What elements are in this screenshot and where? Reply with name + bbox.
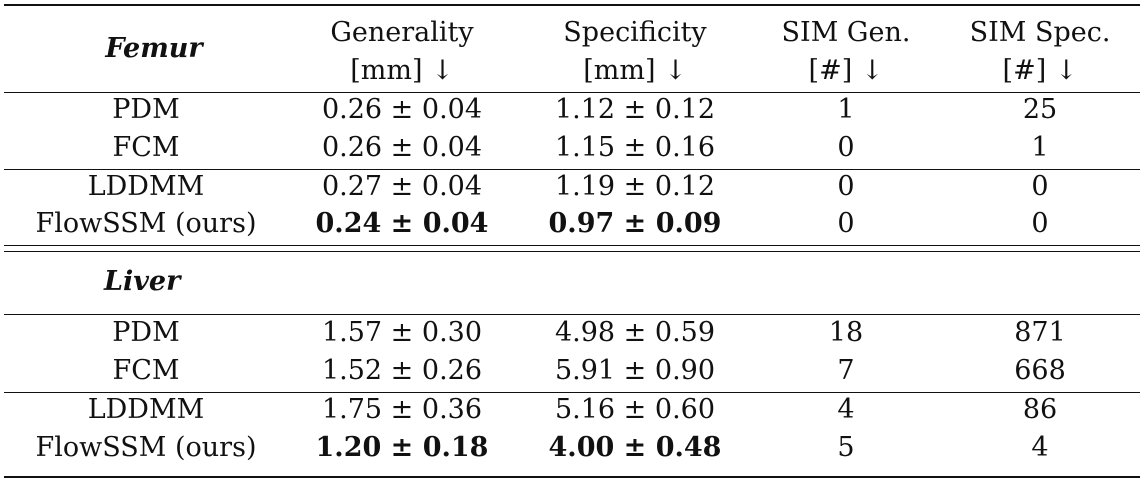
specificity-value: 1.19 ± 0.12 — [554, 171, 716, 202]
specificity-value-best: 4.00 ± 0.48 — [548, 432, 722, 463]
generality-value: 1.52 ± 0.26 — [321, 355, 483, 386]
specificity-value: 1.15 ± 0.16 — [554, 132, 716, 163]
sim-gen-value: 0 — [837, 171, 855, 202]
liver-group-rule — [4, 392, 1140, 393]
generality-value: 0.26 ± 0.04 — [321, 132, 483, 163]
sim-spec-value: 4 — [1031, 432, 1049, 463]
header-sim-spec-unit: [#] ↓ — [1002, 55, 1078, 86]
method-label: FCM — [112, 132, 180, 163]
sim-gen-value: 0 — [837, 132, 855, 163]
sim-gen-value: 5 — [837, 432, 855, 463]
generality-value: 1.75 ± 0.36 — [321, 394, 483, 425]
header-rule — [4, 92, 1140, 93]
sim-spec-value: 25 — [1022, 94, 1058, 125]
specificity-value: 4.98 ± 0.59 — [554, 317, 716, 348]
sim-spec-value: 0 — [1031, 171, 1049, 202]
top-rule — [4, 4, 1140, 6]
method-label: FlowSSM (ours) — [35, 432, 257, 463]
sim-gen-value: 7 — [837, 355, 855, 386]
generality-value: 1.57 ± 0.30 — [321, 317, 483, 348]
header-sim-gen-unit: [#] ↓ — [808, 55, 884, 86]
sim-spec-value: 668 — [1014, 355, 1066, 386]
method-label: FCM — [112, 355, 180, 386]
specificity-value: 5.91 ± 0.90 — [554, 355, 716, 386]
header-sim-spec: SIM Spec. — [969, 17, 1111, 48]
header-specificity: Specificity — [563, 17, 707, 48]
specificity-value: 1.12 ± 0.12 — [554, 94, 716, 125]
sim-gen-value: 1 — [837, 94, 855, 125]
sim-gen-value: 0 — [837, 208, 855, 239]
header-specificity-unit: [mm] ↓ — [583, 55, 687, 86]
method-label: PDM — [112, 317, 180, 348]
generality-value: 0.27 ± 0.04 — [321, 171, 483, 202]
liver-header-rule — [4, 314, 1140, 315]
method-label: FlowSSM (ours) — [35, 208, 257, 239]
specificity-value-best: 0.97 ± 0.09 — [548, 208, 722, 239]
method-label: LDDMM — [87, 171, 205, 202]
liver-section-title: Liver — [104, 266, 181, 297]
sim-spec-value: 86 — [1022, 394, 1058, 425]
header-generality-unit: [mm] ↓ — [350, 55, 454, 86]
bottom-rule — [4, 476, 1140, 478]
sim-spec-value: 1 — [1031, 132, 1049, 163]
sim-spec-value: 0 — [1031, 208, 1049, 239]
method-label: PDM — [112, 94, 180, 125]
femur-group-rule — [4, 169, 1140, 170]
specificity-value: 5.16 ± 0.60 — [554, 394, 716, 425]
femur-section-title: Femur — [105, 33, 203, 64]
section-double-rule-b — [4, 251, 1140, 252]
sim-gen-value: 4 — [837, 394, 855, 425]
sim-gen-value: 18 — [828, 317, 864, 348]
header-sim-gen: SIM Gen. — [781, 17, 911, 48]
generality-value-best: 1.20 ± 0.18 — [315, 432, 489, 463]
section-double-rule-a — [4, 245, 1140, 246]
generality-value: 0.26 ± 0.04 — [321, 94, 483, 125]
sim-spec-value: 871 — [1014, 317, 1066, 348]
header-generality: Generality — [330, 17, 474, 48]
generality-value-best: 0.24 ± 0.04 — [315, 208, 489, 239]
method-label: LDDMM — [87, 394, 205, 425]
